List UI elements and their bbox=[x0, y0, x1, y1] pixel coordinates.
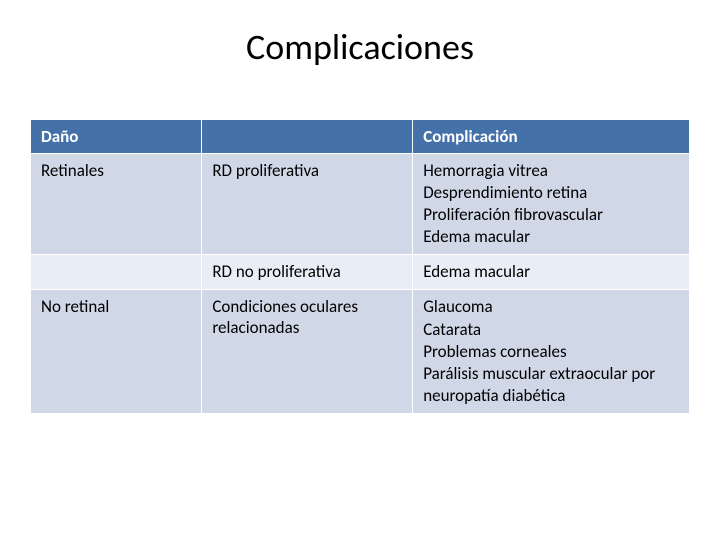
header-cell: Daño bbox=[31, 120, 202, 154]
table-cell: No retinal bbox=[31, 290, 202, 413]
table-row: RD no proliferativa Edema macular bbox=[31, 255, 690, 290]
table-header-row: Daño Complicación bbox=[31, 120, 690, 154]
header-cell bbox=[202, 120, 413, 154]
table-cell bbox=[31, 255, 202, 290]
table-cell: Glaucoma Catarata Problemas corneales Pa… bbox=[413, 290, 690, 413]
table-row: No retinal Condiciones oculares relacion… bbox=[31, 290, 690, 413]
header-cell: Complicación bbox=[413, 120, 690, 154]
table-row: Retinales RD proliferativa Hemorragia vi… bbox=[31, 154, 690, 255]
table-cell: RD no proliferativa bbox=[202, 255, 413, 290]
table-cell: Retinales bbox=[31, 154, 202, 255]
complications-table: Daño Complicación Retinales RD prolifera… bbox=[30, 119, 690, 414]
table-cell: Edema macular bbox=[413, 255, 690, 290]
slide-title: Complicaciones bbox=[30, 25, 690, 69]
slide-container: Complicaciones Daño Complicación Retinal… bbox=[0, 0, 720, 540]
table-cell: RD proliferativa bbox=[202, 154, 413, 255]
table-cell: Hemorragia vitrea Desprendimiento retina… bbox=[413, 154, 690, 255]
table-cell: Condiciones oculares relacionadas bbox=[202, 290, 413, 413]
